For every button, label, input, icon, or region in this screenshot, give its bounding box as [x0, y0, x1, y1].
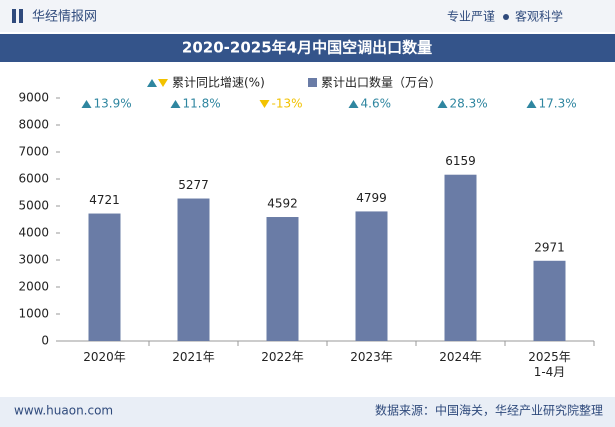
footer-url: www.huaon.com [14, 404, 113, 418]
footer-source: 数据来源：中国海关，华经产业研究院整理 [375, 403, 603, 418]
growth-marker [170, 100, 181, 108]
growth-label: 11.8% [183, 97, 221, 111]
value-label: 4592 [267, 197, 298, 211]
slogan-dot [503, 14, 509, 20]
growth-marker [437, 100, 448, 108]
y-tick-label: 7000 [18, 145, 49, 159]
y-tick-label: 0 [41, 334, 49, 348]
value-label: 5277 [178, 178, 209, 192]
x-tick-label: 2021年 [172, 350, 215, 364]
value-label: 6159 [445, 154, 476, 168]
x-tick-label: 2025年 1-4月 [528, 350, 571, 379]
growth-marker [348, 100, 359, 108]
logo-text: 华经情报网 [32, 10, 97, 25]
bar [177, 198, 210, 341]
x-tick-label: 2020年 [83, 350, 126, 364]
value-label: 4799 [356, 191, 387, 205]
growth-marker [81, 100, 92, 108]
growth-marker [526, 100, 537, 108]
value-label: 4721 [89, 193, 120, 207]
y-tick-label: 6000 [18, 172, 49, 186]
bar [88, 213, 121, 341]
growth-label: 13.9% [94, 97, 132, 111]
bar [355, 211, 388, 341]
header-bar [0, 0, 615, 32]
y-tick-label: 1000 [18, 307, 49, 321]
bar [533, 260, 566, 341]
title-bar [0, 34, 615, 62]
value-label: 2971 [534, 240, 565, 254]
growth-label: 28.3% [450, 97, 488, 111]
legend-label: 累计出口数量（万台） [321, 75, 441, 90]
x-tick-label: 2024年 [439, 350, 482, 364]
y-tick-label: 4000 [18, 226, 49, 240]
legend-label: 累计同比增速(%) [172, 76, 265, 90]
legend-marker [158, 79, 168, 87]
legend-marker [308, 78, 317, 87]
footer-bar [0, 397, 615, 427]
x-tick-label: 2023年 [350, 350, 393, 364]
growth-label: -13% [272, 97, 303, 111]
legend-marker [147, 79, 157, 87]
slogan: 客观科学 [515, 9, 563, 24]
y-tick-label: 9000 [18, 91, 49, 105]
y-tick-label: 2000 [18, 280, 49, 294]
slogan: 专业严谨 [447, 9, 495, 24]
chart-title: 2020-2025年4月中国空调出口数量 [182, 39, 432, 57]
y-tick-label: 8000 [18, 118, 49, 132]
bar [266, 217, 299, 341]
logo-icon [19, 9, 23, 23]
growth-label: 4.6% [361, 97, 392, 111]
y-tick-label: 5000 [18, 199, 49, 213]
growth-label: 17.3% [539, 97, 577, 111]
growth-marker [259, 100, 270, 108]
y-tick-label: 3000 [18, 253, 49, 267]
x-tick-label: 2022年 [261, 350, 304, 364]
bar [444, 174, 477, 341]
logo-icon [12, 9, 16, 23]
